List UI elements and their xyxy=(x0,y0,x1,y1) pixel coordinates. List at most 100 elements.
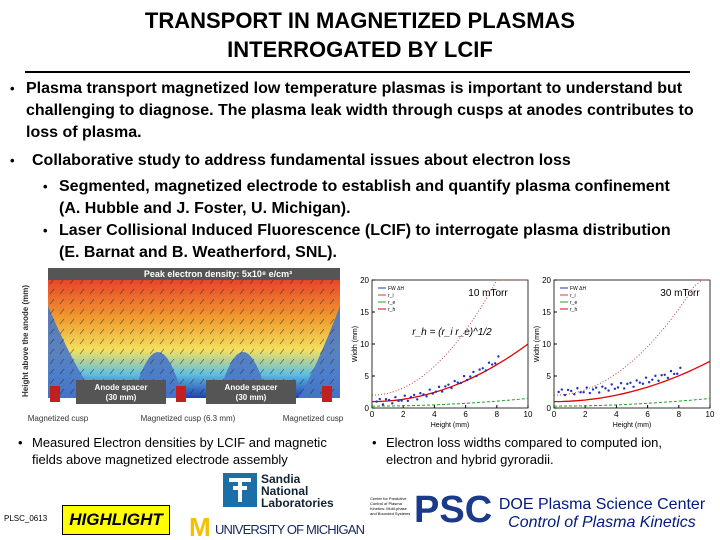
measured-point xyxy=(450,386,453,390)
bullet-text: Plasma transport magnetized low temperat… xyxy=(26,80,694,141)
hybrid-curve xyxy=(553,360,711,403)
measured-point xyxy=(484,369,488,372)
magnets xyxy=(50,386,332,402)
pressure-label: 30 mTorr xyxy=(660,288,700,299)
x-tick-label: 6 xyxy=(463,410,468,419)
width-plot: 0 2 4 6 8 10 0 5 10 15 20 Height (mm) Width (mm) FW Δ… xyxy=(534,276,715,429)
figure-header xyxy=(48,268,340,280)
measured-point xyxy=(444,385,447,388)
x-tick-label: 4 xyxy=(432,410,437,419)
title-line: INTERROGATED BY LCIF xyxy=(227,37,493,62)
cusp-label: Magnetized cusp xyxy=(283,414,344,423)
measured-point xyxy=(378,397,381,401)
measured-point xyxy=(623,387,626,390)
psc-small: Center for Predictive Control of Plasma … xyxy=(370,496,411,516)
y-tick-label: 10 xyxy=(542,340,551,349)
measured-point xyxy=(394,395,397,399)
measured-point xyxy=(563,393,567,397)
y-tick-label: 10 xyxy=(360,340,369,349)
measured-point xyxy=(487,361,491,364)
measured-point xyxy=(494,362,497,365)
measured-point xyxy=(654,374,657,378)
measured-point xyxy=(579,391,582,394)
y-tick-label: 15 xyxy=(360,308,369,317)
measured-point xyxy=(397,399,400,403)
measured-point xyxy=(566,388,570,392)
measured-point xyxy=(660,374,663,377)
bullet-text: Laser Collisional Induced Fluorescence (… xyxy=(59,222,671,261)
measured-point xyxy=(406,399,410,403)
measured-point xyxy=(613,387,617,391)
legend-label: r_e xyxy=(570,300,577,306)
measured-point xyxy=(647,381,651,384)
width-plot: 0 2 4 6 8 10 0 5 10 15 20 Height (mm) Width (mm) FW Δ… xyxy=(352,276,533,429)
measured-point xyxy=(428,388,431,391)
measured-point xyxy=(638,381,641,384)
center-line: Control of Plasma Kinetics xyxy=(508,514,696,531)
measured-point xyxy=(422,393,425,396)
measured-point xyxy=(651,378,654,381)
axis-label: Height (mm) xyxy=(431,422,470,429)
highlight-badge: HIGHLIGHT xyxy=(62,505,170,535)
measured-point xyxy=(434,390,438,393)
plot-frame xyxy=(371,279,529,409)
measured-point xyxy=(672,372,676,376)
measured-point xyxy=(635,379,638,382)
slide-code: PLSC_0613 xyxy=(4,514,48,523)
measured-point xyxy=(437,385,441,389)
measured-point xyxy=(573,393,576,396)
center-line: DOE Plasma Science Center xyxy=(498,496,706,513)
caption: • Measured Electron densities by LCIF and… xyxy=(18,435,327,467)
spacer-label: Anode spacer (30 mm) xyxy=(225,383,278,402)
psc-logo: PSC xyxy=(414,489,493,531)
measured-point xyxy=(416,398,419,401)
measured-point xyxy=(456,381,459,384)
measured-point xyxy=(663,373,666,377)
measured-point xyxy=(387,398,391,402)
measured-point xyxy=(400,399,403,402)
measured-point xyxy=(644,376,648,379)
measured-point xyxy=(465,378,469,382)
axis-label: Height above the anode (mm) xyxy=(21,285,30,397)
x-tick-label: 2 xyxy=(583,410,588,419)
legend-label: r_e xyxy=(388,300,395,306)
sandia-text: Laboratories xyxy=(261,496,334,510)
measured-point xyxy=(419,391,422,395)
x-tick-label: 8 xyxy=(677,410,682,419)
measured-point xyxy=(462,374,466,378)
bullet-text: Collaborative study to address fundament… xyxy=(32,152,571,169)
measured-point xyxy=(666,376,670,380)
sub-bullet: • Laser Collisional Induced Fluorescence … xyxy=(43,222,671,261)
caption-text: Electron loss widths compared to compute… xyxy=(386,435,663,467)
measured-point xyxy=(453,379,456,383)
legend-label: FW ΔH xyxy=(570,286,587,292)
measured-point xyxy=(459,381,463,385)
field-arrows xyxy=(48,278,340,398)
cusp-label: Magnetized cusp (6.3 mm) xyxy=(141,414,236,423)
y-tick-label: 20 xyxy=(542,276,551,285)
figure-title: Peak electron density: 5x10⁸ e/cm³ xyxy=(144,269,292,279)
measured-point xyxy=(657,379,660,382)
caption: • Electron loss widths compared to comput… xyxy=(372,435,663,467)
bullet-text: Segmented, magnetized electrode to estab… xyxy=(59,178,670,217)
measured-point xyxy=(588,391,592,395)
x-tick-label: 0 xyxy=(370,410,375,419)
spacer-box xyxy=(76,380,166,404)
title: TRANSPORT IN MAGNETIZED PLASMAS INTERROG… xyxy=(0,6,720,64)
legend-label: r_h xyxy=(388,307,395,313)
measured-point xyxy=(607,389,610,392)
axis-label: Width (mm) xyxy=(534,326,541,362)
measured-point xyxy=(412,393,416,397)
formula: r_h = (r_i r_e)^1/2 xyxy=(412,327,492,338)
measured-point xyxy=(601,385,604,388)
measured-point xyxy=(441,390,444,393)
legend-label: FW ΔH xyxy=(388,286,405,292)
measured-point xyxy=(472,370,475,374)
measured-point xyxy=(384,398,388,401)
measured-point xyxy=(569,389,573,393)
x-tick-label: 0 xyxy=(552,410,557,419)
measured-point xyxy=(469,375,472,378)
measured-point xyxy=(679,366,682,370)
measured-point xyxy=(604,387,607,390)
